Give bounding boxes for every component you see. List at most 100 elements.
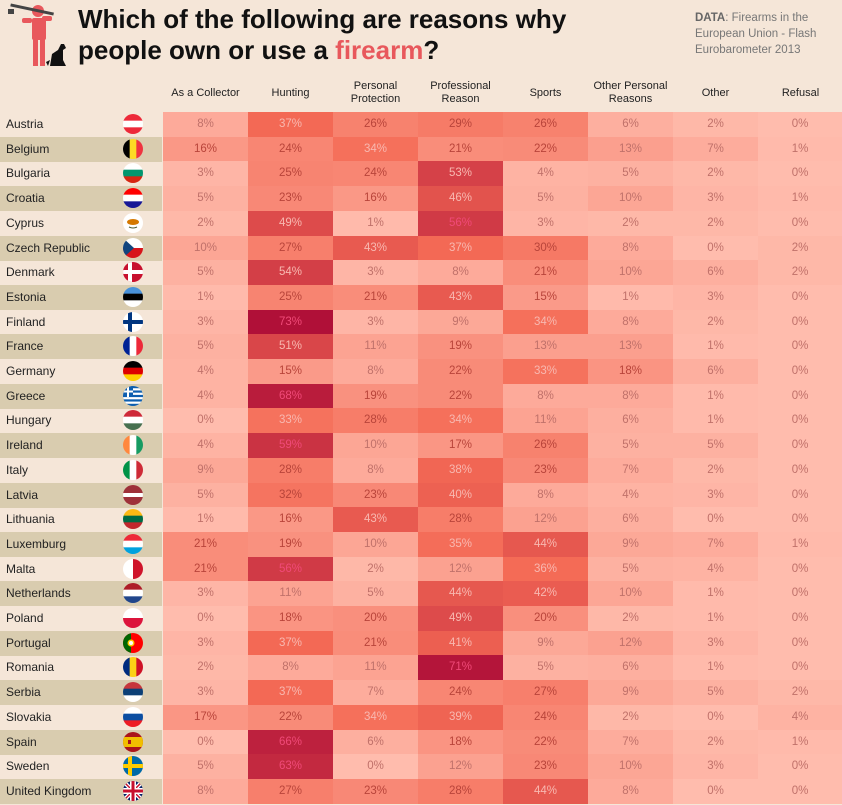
heatmap-cell: 0% (758, 433, 842, 459)
heatmap-cell: 26% (503, 433, 588, 459)
column-header: Other Personal Reasons (593, 80, 668, 105)
heatmap-cell: 5% (163, 334, 248, 360)
country-name: Romania (6, 660, 55, 675)
heatmap-cell: 66% (248, 729, 333, 755)
flag-france-icon (123, 336, 143, 357)
table-row: Serbia 3% 37% 7% 24% 27% 9% 5% 2% (0, 680, 842, 706)
column-header: Personal Protection (350, 80, 401, 105)
heatmap-cell: 42% (503, 581, 588, 607)
column-headers: As a Collector Hunting Personal Protection… (163, 74, 842, 112)
heatmap-cell: 12% (418, 754, 503, 780)
heatmap-cell: 11% (333, 334, 418, 360)
hunter-with-dog-icon (8, 3, 66, 66)
heatmap-cell: 33% (248, 408, 333, 434)
heatmap-cell: 21% (163, 531, 248, 557)
header: Which of the following are reasons why p… (0, 0, 842, 112)
flag-serbia-icon (123, 682, 143, 703)
heatmap-cell: 5% (588, 433, 673, 459)
flag-spain-icon (123, 731, 143, 752)
heatmap-cell: 2% (163, 210, 248, 236)
heatmap-cell: 13% (588, 136, 673, 162)
row-label: United Kingdom (0, 778, 162, 804)
row-label: Croatia (0, 186, 162, 212)
country-name: Croatia (6, 191, 45, 206)
column-header: Other (701, 86, 730, 99)
heatmap-cell: 21% (503, 260, 588, 286)
heatmap-cell: 3% (333, 260, 418, 286)
row-label: Cyprus (0, 211, 162, 236)
heatmap-cell: 0% (673, 778, 758, 804)
row-label: Ireland (0, 433, 162, 459)
heatmap-cell: 10% (588, 186, 673, 212)
heatmap-cell: 0% (758, 284, 842, 310)
heatmap-cell: 13% (503, 334, 588, 360)
heatmap-cell: 22% (418, 359, 503, 384)
row-label: Italy (0, 458, 162, 483)
title-prefix: people own or use a (78, 35, 336, 65)
country-name: Belgium (6, 141, 50, 156)
heatmap-cell: 1% (588, 284, 673, 310)
heatmap-cell: 11% (248, 581, 333, 607)
title-suffix: ? (423, 35, 440, 65)
heatmap-cell: 2% (758, 235, 842, 261)
heatmap-cell: 24% (248, 136, 333, 162)
heatmap-cell: 3% (673, 482, 758, 508)
heatmap-cell: 8% (588, 383, 673, 409)
row-label: Portugal (0, 630, 162, 656)
flag-austria-icon (123, 114, 143, 134)
heatmap-cell: 38% (418, 457, 503, 483)
heatmap-cell: 1% (673, 655, 758, 681)
flag-germany-icon (123, 361, 143, 381)
flag-sweden-icon (123, 756, 143, 777)
heatmap-cell: 8% (588, 235, 673, 261)
heatmap-cell: 0% (333, 754, 418, 780)
heatmap-cell: 0% (758, 655, 842, 681)
table-row: Hungary 0% 33% 28% 34% 11% 6% 1% 0% (0, 408, 842, 434)
row-label: Lithuania (0, 507, 162, 532)
heatmap-cell: 3% (503, 210, 588, 236)
heatmap-cell: 22% (418, 383, 503, 409)
flag-netherlands-icon (123, 583, 143, 604)
heatmap-cell: 7% (333, 680, 418, 706)
title-accent: firearm (335, 35, 424, 65)
heatmap-cell: 1% (163, 284, 248, 310)
table-row: Sweden 5% 63% 0% 12% 23% 10% 3% 0% (0, 754, 842, 780)
heatmap-cell: 3% (673, 754, 758, 780)
heatmap-cell: 7% (588, 457, 673, 483)
heatmap-cell: 23% (503, 457, 588, 483)
title-line-2: people own or use a firearm? (78, 35, 678, 66)
heatmap-cell: 20% (503, 606, 588, 631)
flag-estonia-icon (123, 286, 143, 307)
row-label: Sweden (0, 754, 162, 779)
heatmap-cell: 10% (163, 235, 248, 261)
country-name: Poland (6, 611, 44, 625)
table-row: Austria 8% 37% 26% 29% 26% 6% 2% 0% (0, 112, 842, 137)
heatmap-cell: 24% (418, 680, 503, 706)
heatmap-cell: 6% (588, 408, 673, 434)
heatmap-cell: 2% (673, 457, 758, 483)
heatmap-cell: 7% (673, 531, 758, 557)
heatmap-cell: 1% (673, 606, 758, 631)
heatmap-cell: 9% (503, 630, 588, 656)
heatmap-cell: 41% (418, 630, 503, 656)
heatmap-cell: 23% (503, 754, 588, 780)
heatmap-cell: 22% (503, 136, 588, 162)
heatmap-cell: 3% (673, 284, 758, 310)
row-label: Poland (0, 606, 162, 631)
heatmap-cell: 2% (673, 112, 758, 137)
flag-belgium-icon (123, 138, 143, 159)
flag-poland-icon (123, 608, 143, 628)
heatmap-cell: 68% (248, 383, 333, 409)
heatmap-cell: 5% (163, 260, 248, 286)
heatmap-cell: 21% (333, 284, 418, 310)
table-row: Denmark 5% 54% 3% 8% 21% 10% 6% 2% (0, 260, 842, 286)
heatmap-cell: 6% (673, 260, 758, 286)
heatmap-cell: 0% (673, 507, 758, 533)
heatmap-cell: 37% (248, 112, 333, 137)
heatmap-cell: 2% (758, 260, 842, 286)
heatmap-cell: 51% (248, 334, 333, 360)
heatmap-cell: 19% (333, 383, 418, 409)
heatmap-cell: 2% (673, 309, 758, 335)
flag-luxembourg-icon (123, 533, 143, 554)
heatmap-cell: 27% (503, 680, 588, 706)
